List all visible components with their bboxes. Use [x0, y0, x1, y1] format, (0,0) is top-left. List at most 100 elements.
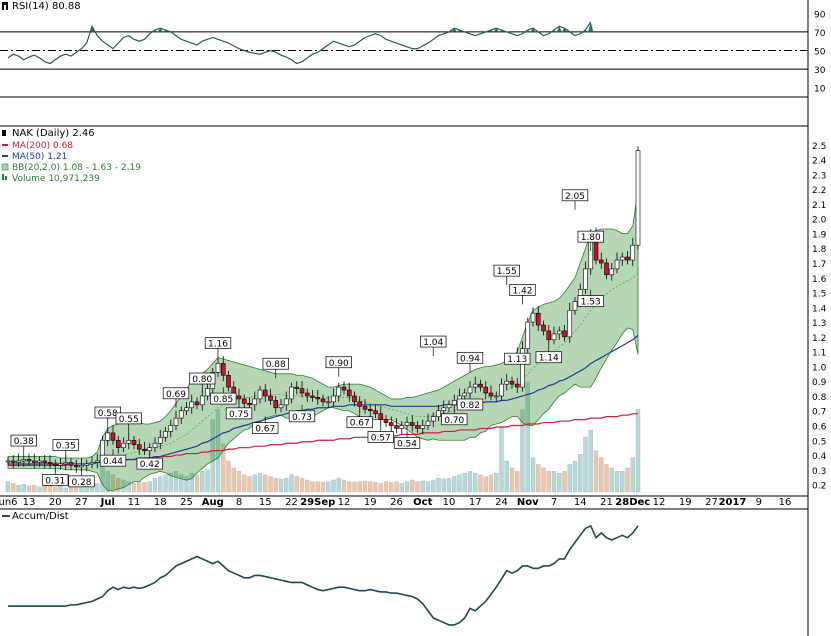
- candle-body: [451, 400, 457, 406]
- annotation-box: [99, 454, 127, 467]
- annotation-box: [367, 431, 394, 443]
- volume-bar: [137, 481, 142, 493]
- price-tick-label: 0.8: [812, 393, 827, 403]
- rsi-tick-label: 30: [814, 66, 826, 76]
- candle-body: [220, 363, 226, 376]
- x-axis-label: Oct: [413, 497, 432, 508]
- annotation-label: 0.57: [371, 434, 391, 444]
- rsi-tick-label: 50: [814, 48, 826, 58]
- accum-panel: [0, 509, 808, 636]
- volume-bar: [110, 474, 116, 493]
- price-tick-label: 0.5: [812, 437, 826, 447]
- volume-bar: [541, 467, 546, 493]
- volume-bar: [326, 481, 331, 493]
- candle-body: [546, 330, 552, 341]
- price-legend: NAK (Daily) 2.46 MA(200) 0.68 MA(50) 1.2…: [1, 128, 141, 184]
- candle-body: [425, 420, 431, 426]
- candle-body: [37, 460, 42, 463]
- volume-bar: [483, 476, 488, 493]
- candle-body: [105, 432, 111, 441]
- x-axis-label: 15: [259, 497, 272, 508]
- volume-bar: [420, 480, 425, 493]
- volume-bar: [562, 471, 567, 493]
- candle-body: [394, 425, 399, 429]
- x-axis-label: 29Sep: [300, 497, 335, 508]
- volume-bar: [583, 436, 588, 493]
- candle-body: [163, 431, 168, 438]
- candle-body: [110, 432, 116, 441]
- price-tick-label: 1.4: [812, 304, 827, 314]
- volume-bar: [504, 460, 509, 493]
- annotation-box: [68, 475, 95, 488]
- volume-bar: [26, 485, 32, 493]
- volume-bar: [105, 471, 110, 493]
- x-axis-label: 27: [705, 497, 718, 508]
- volume-bar: [278, 478, 284, 493]
- x-axis-label: 28Dec: [615, 497, 650, 508]
- volume-bar: [457, 474, 462, 493]
- candle-body: [16, 460, 21, 463]
- price-tick-label: 0.7: [812, 408, 826, 418]
- candle-body: [583, 268, 588, 290]
- volume-bar: [247, 476, 252, 493]
- annotation-label: 0.35: [56, 441, 76, 451]
- candle-body: [136, 444, 142, 450]
- volume-bar: [415, 481, 420, 493]
- accum-dist-line: [8, 524, 639, 626]
- annotation-label: 1.42: [512, 286, 532, 296]
- volume-bar: [452, 476, 457, 493]
- volume-bar: [614, 471, 620, 493]
- price-tick-label: 2.5: [812, 142, 826, 152]
- annotation-box: [225, 407, 253, 420]
- volume-bar: [588, 429, 593, 493]
- x-axis-label: 20: [49, 497, 62, 508]
- x-axis-label: 18: [154, 497, 167, 508]
- candle-body: [462, 392, 468, 397]
- volume-bar: [305, 479, 310, 493]
- candle-body: [42, 460, 48, 463]
- annotation-box: [94, 406, 121, 419]
- candle-body: [436, 410, 441, 417]
- volume-bar: [625, 467, 630, 493]
- candle-body: [409, 422, 415, 426]
- candle-body: [79, 465, 84, 468]
- legend-bb: BB(20,2.0) 1.08 - 1.63 - 2.19: [12, 163, 141, 173]
- candle-body: [168, 425, 174, 432]
- annotation-label: 0.88: [266, 360, 286, 370]
- candle-body: [325, 401, 331, 404]
- volume-bar: [331, 479, 336, 493]
- volume-bar: [294, 476, 299, 493]
- price-tick-label: 1.7: [812, 260, 826, 270]
- rsi-tick-label: 70: [814, 29, 826, 39]
- candle-body: [520, 348, 525, 388]
- candle-body: [94, 460, 100, 463]
- candle-body: [535, 312, 541, 326]
- x-axis-label: 19: [679, 497, 692, 508]
- volume-bar: [58, 485, 63, 493]
- annotation-label: 1.13: [507, 355, 527, 365]
- candle-body: [514, 383, 520, 388]
- volume-bar: [567, 464, 572, 493]
- volume-bar: [320, 482, 326, 493]
- volume-bar: [347, 481, 352, 493]
- candle-body: [178, 410, 184, 419]
- x-axis-label: 2017: [719, 497, 747, 508]
- annotation-box: [325, 356, 352, 369]
- volume-bar: [525, 381, 530, 493]
- annotation-label: 1.16: [208, 340, 228, 350]
- volume-bar: [221, 443, 226, 493]
- annotation-box: [535, 351, 562, 364]
- price-tick-label: 0.2: [812, 482, 826, 492]
- x-axis-label: 25: [180, 497, 193, 508]
- x-axis-label: 26: [390, 497, 403, 508]
- x-axis-label: 24: [495, 497, 508, 508]
- x-axis-label: 17: [469, 497, 482, 508]
- volume-bar: [599, 457, 604, 493]
- candle-body: [184, 407, 189, 412]
- annotation-box: [346, 416, 373, 429]
- rsi-icon: [2, 2, 8, 10]
- volume-bar: [431, 479, 436, 493]
- volume-bar: [609, 467, 614, 493]
- candle-body: [478, 383, 483, 388]
- x-axis-label: 13: [23, 497, 36, 508]
